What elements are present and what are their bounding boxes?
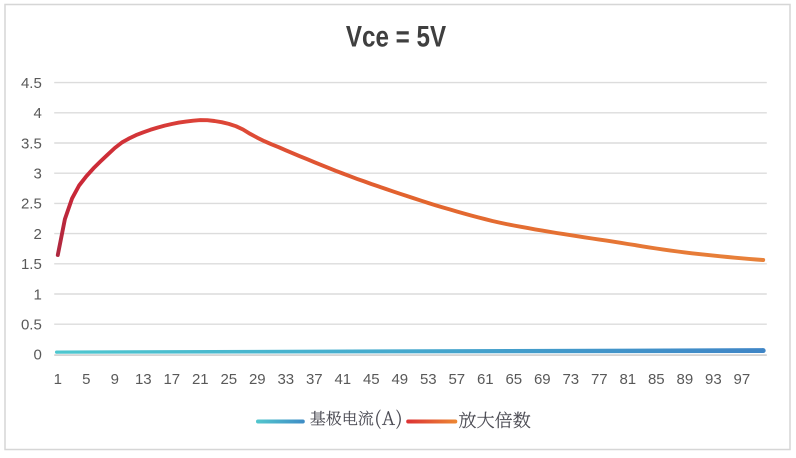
svg-text:1: 1 (54, 371, 62, 388)
svg-text:97: 97 (734, 371, 751, 388)
svg-text:0: 0 (33, 347, 41, 364)
svg-text:61: 61 (477, 371, 494, 388)
svg-text:3.5: 3.5 (21, 135, 42, 152)
svg-text:33: 33 (277, 371, 294, 388)
svg-text:65: 65 (505, 371, 522, 388)
svg-text:57: 57 (448, 371, 465, 388)
svg-text:85: 85 (648, 371, 665, 388)
svg-text:49: 49 (391, 371, 408, 388)
svg-text:45: 45 (363, 371, 380, 388)
svg-text:1.5: 1.5 (21, 256, 42, 273)
svg-text:81: 81 (619, 371, 636, 388)
svg-text:41: 41 (334, 371, 351, 388)
svg-text:0.5: 0.5 (21, 317, 42, 334)
svg-text:9: 9 (111, 371, 119, 388)
svg-text:69: 69 (534, 371, 551, 388)
svg-text:73: 73 (562, 371, 579, 388)
svg-text:29: 29 (249, 371, 266, 388)
svg-text:77: 77 (591, 371, 608, 388)
svg-text:37: 37 (306, 371, 323, 388)
svg-text:53: 53 (420, 371, 437, 388)
svg-text:1: 1 (33, 286, 41, 303)
svg-text:21: 21 (192, 371, 209, 388)
svg-text:4: 4 (33, 105, 41, 122)
svg-text:17: 17 (163, 371, 180, 388)
svg-text:25: 25 (220, 371, 237, 388)
svg-text:2: 2 (33, 226, 41, 243)
svg-text:89: 89 (677, 371, 694, 388)
svg-text:Vce = 5V: Vce = 5V (346, 20, 446, 53)
svg-text:4.5: 4.5 (21, 75, 42, 92)
svg-text:93: 93 (705, 371, 722, 388)
svg-text:13: 13 (135, 371, 152, 388)
svg-text:2.5: 2.5 (21, 196, 42, 213)
svg-text:3: 3 (33, 166, 41, 183)
svg-text:5: 5 (82, 371, 90, 388)
